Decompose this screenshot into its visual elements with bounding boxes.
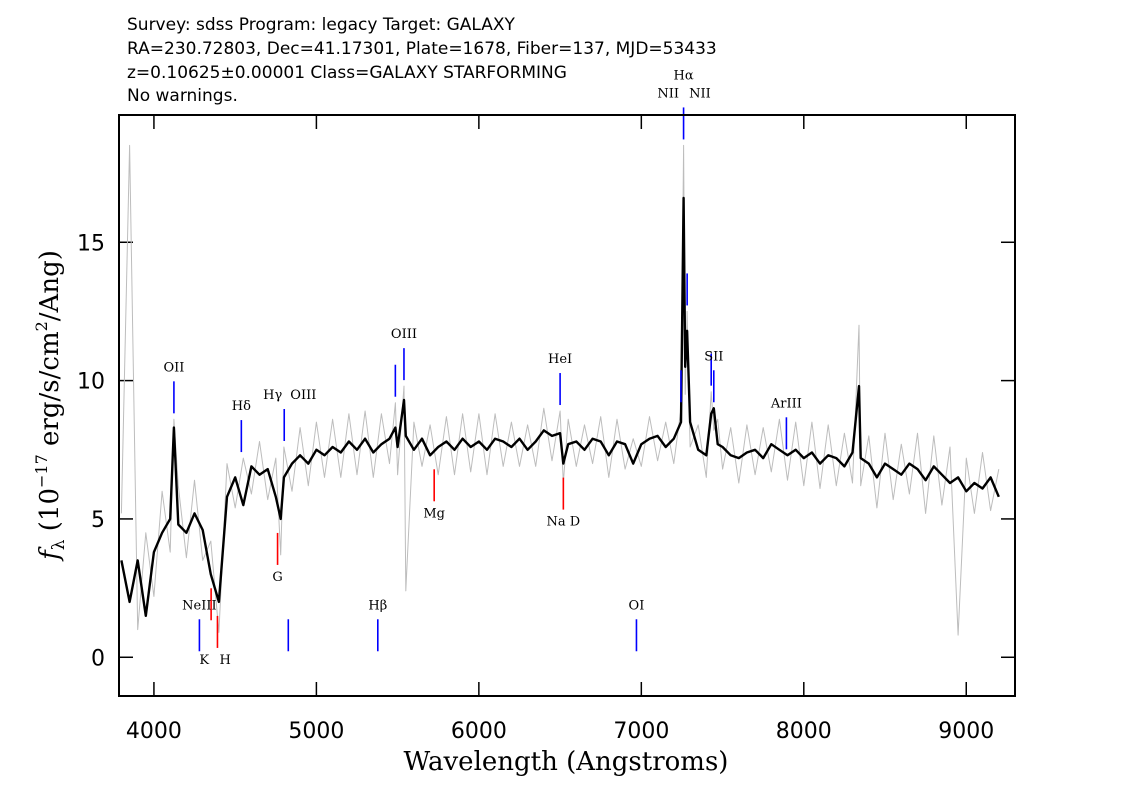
- x-tick-label: 8000: [776, 719, 832, 744]
- y-label-part: −17: [32, 454, 51, 488]
- y-tick-label: 10: [77, 370, 105, 395]
- y-tick-label: 15: [77, 231, 105, 256]
- line-label: SII: [704, 349, 723, 364]
- line-label: ArIII: [770, 396, 802, 411]
- x-tick-label: 6000: [451, 719, 507, 744]
- line-label: OII: [163, 360, 184, 375]
- header-line: Survey: sdss Program: legacy Target: GAL…: [127, 15, 516, 35]
- line-label: NeIII: [182, 598, 216, 613]
- line-label: NII: [657, 86, 679, 101]
- y-label-part: /Ang): [35, 250, 65, 321]
- x-tick-label: 5000: [288, 719, 344, 744]
- header-line: RA=230.72803, Dec=41.17301, Plate=1678, …: [127, 39, 717, 59]
- line-label: Hδ: [232, 399, 251, 414]
- header-line: z=0.10625±0.00001 Class=GALAXY STARFORMI…: [127, 63, 567, 83]
- x-tick-label: 7000: [613, 719, 669, 744]
- y-label-part: 2: [32, 321, 51, 331]
- spectrum-line: [120, 196, 1000, 617]
- header-line: No warnings.: [127, 86, 238, 106]
- plot-frame: [118, 114, 1016, 697]
- line-label: K: [199, 653, 209, 668]
- x-tick-label: 4000: [126, 719, 182, 744]
- line-label: Hγ: [263, 388, 282, 403]
- x-tick-label: 9000: [938, 719, 994, 744]
- line-label: Na D: [547, 515, 581, 530]
- y-label-part: λ: [49, 539, 69, 550]
- line-label: OIII: [391, 327, 417, 342]
- line-label: HeI: [548, 352, 572, 367]
- x-axis-label: Wavelength (Angstroms): [404, 747, 729, 777]
- y-axis-label: fλ (10−17 erg/s/cm2/Ang): [32, 250, 69, 562]
- line-label: OI: [629, 598, 645, 613]
- line-label: G: [272, 570, 282, 585]
- y-label-part: (10: [35, 488, 65, 540]
- y-label-part: erg/s/cm: [35, 331, 65, 454]
- line-label: Mg: [423, 506, 445, 521]
- line-label: NII: [689, 86, 711, 101]
- line-label: Hα: [674, 68, 694, 83]
- y-tick-label: 5: [91, 508, 105, 533]
- line-label: Hβ: [368, 598, 387, 613]
- line-label: H: [219, 653, 230, 668]
- line-label: OIII: [290, 388, 316, 403]
- y-tick-label: 0: [91, 646, 105, 671]
